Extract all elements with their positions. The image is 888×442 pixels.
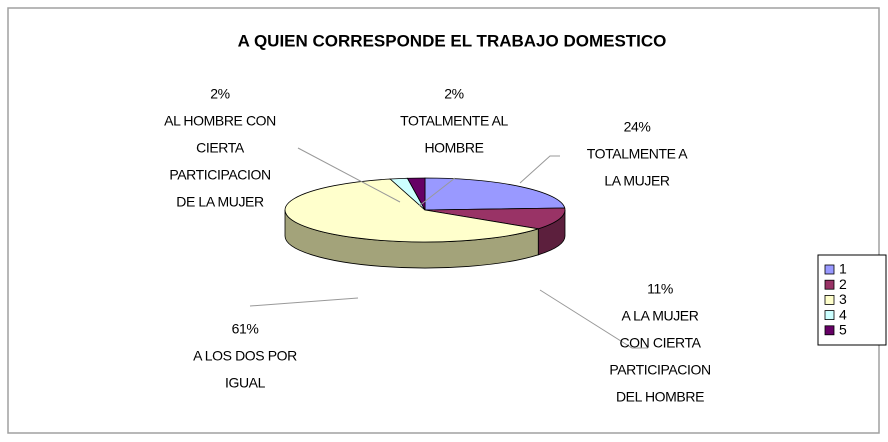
category-label: CON CIERTA xyxy=(619,335,701,351)
data-labels: 24% TOTALMENTE A LA MUJER 11% A LA MUJER CON … xyxy=(164,86,711,405)
legend-label: 4 xyxy=(839,306,847,322)
legend-label: 1 xyxy=(839,261,847,277)
legend-swatch xyxy=(824,325,835,336)
leader-line xyxy=(297,147,401,203)
category-label: LA MUJER xyxy=(604,173,670,189)
leader-line xyxy=(539,289,648,349)
legend-swatch xyxy=(824,294,835,305)
category-label: TOTALMENTE A xyxy=(587,146,689,162)
category-label: IGUAL xyxy=(225,375,266,391)
category-label: DEL HOMBRE xyxy=(616,389,704,405)
legend-swatch xyxy=(824,310,835,321)
category-label: PARTICIPACION xyxy=(609,362,710,378)
slice xyxy=(406,177,426,211)
data-label: 11% xyxy=(647,281,673,297)
leader-line xyxy=(249,297,359,307)
category-label: A LA MUJER xyxy=(622,308,699,324)
chart-title: A QUIEN CORRESPONDE EL TRABAJO DOMESTICO xyxy=(238,31,667,50)
slice xyxy=(284,178,539,243)
leader-line xyxy=(519,155,560,184)
category-label: A LOS DOS POR xyxy=(193,348,297,364)
category-label: DE LA MUJER xyxy=(176,194,264,210)
slice xyxy=(424,177,566,211)
category-label: CIERTA xyxy=(196,140,245,156)
legend-label: 5 xyxy=(839,322,847,338)
pie-tops xyxy=(284,177,566,243)
legend-swatch xyxy=(824,264,835,275)
data-label: 24% xyxy=(624,119,651,135)
legend-label: 3 xyxy=(839,291,847,307)
data-label: 61% xyxy=(232,321,259,337)
slice xyxy=(424,207,566,230)
legend-swatch xyxy=(824,279,835,290)
category-label: PARTICIPACION xyxy=(169,167,270,183)
category-label: TOTALMENTE AL xyxy=(400,113,508,129)
category-label: HOMBRE xyxy=(424,140,483,156)
leader-line xyxy=(418,177,456,207)
data-label: 2% xyxy=(444,86,463,102)
data-label: 2% xyxy=(210,86,229,102)
category-label: AL HOMBRE CON xyxy=(164,113,276,129)
legend-label: 2 xyxy=(839,276,847,292)
